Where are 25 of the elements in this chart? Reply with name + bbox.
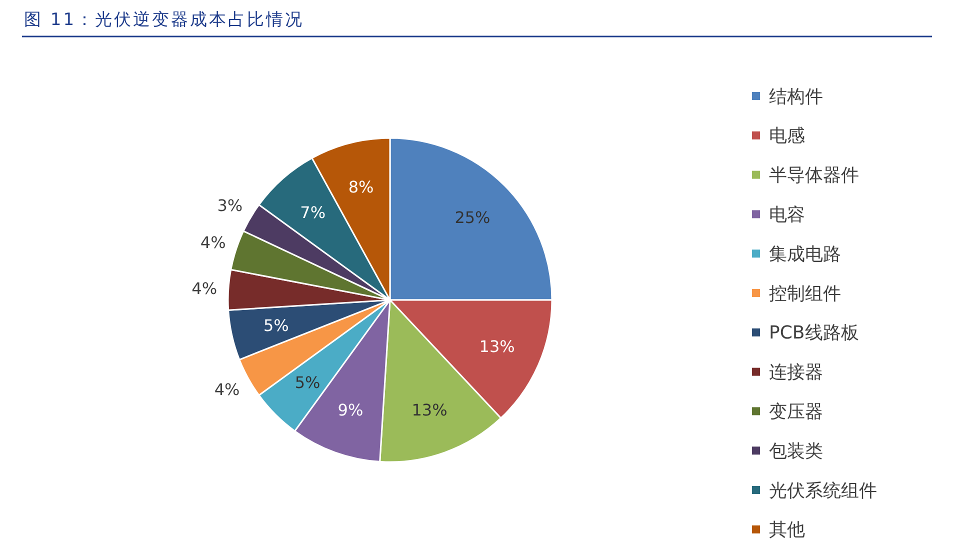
legend-label: 包装类 xyxy=(769,440,823,462)
legend-label: 连接器 xyxy=(769,362,823,384)
data-label: 4% xyxy=(214,380,240,400)
legend-label: 控制组件 xyxy=(769,283,841,304)
legend-label: PCB线路板 xyxy=(769,322,859,344)
chart-title: 图 11：光伏逆变器成本占比情况 xyxy=(24,10,304,30)
legend-label: 电容 xyxy=(769,204,805,226)
data-label: 25% xyxy=(454,208,490,228)
legend-label: 结构件 xyxy=(769,86,823,108)
legend-label: 变压器 xyxy=(769,402,823,422)
data-label: 5% xyxy=(294,373,320,392)
legend-label: 其他 xyxy=(769,520,805,541)
data-label: 3% xyxy=(217,196,243,215)
data-label: 4% xyxy=(192,278,218,298)
data-label: 9% xyxy=(338,400,364,420)
data-label: 4% xyxy=(200,233,226,252)
legend-label: 半导体器件 xyxy=(769,165,859,186)
data-label: 13% xyxy=(412,400,448,420)
data-label: 13% xyxy=(479,336,515,356)
data-label: 5% xyxy=(263,316,289,336)
legend-label: 电感 xyxy=(769,126,805,147)
legend-label: 光伏系统组件 xyxy=(769,480,877,502)
legend-label: 集成电路 xyxy=(769,244,841,265)
data-label: 8% xyxy=(348,178,374,197)
data-label: 7% xyxy=(300,203,326,222)
